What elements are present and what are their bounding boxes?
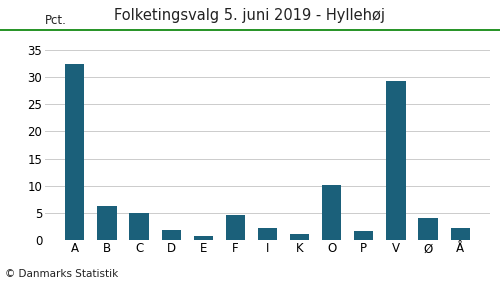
Text: © Danmarks Statistik: © Danmarks Statistik bbox=[5, 269, 118, 279]
Bar bbox=[130, 213, 148, 240]
Bar bbox=[354, 230, 374, 240]
Bar bbox=[450, 228, 470, 240]
Bar bbox=[98, 206, 116, 240]
Text: Folketingsvalg 5. juni 2019 - Hyllehøj: Folketingsvalg 5. juni 2019 - Hyllehøj bbox=[114, 8, 386, 23]
Bar bbox=[386, 81, 406, 240]
Bar bbox=[290, 234, 309, 240]
Bar bbox=[322, 184, 342, 240]
Bar bbox=[65, 64, 84, 240]
Bar bbox=[258, 228, 277, 240]
Bar bbox=[194, 236, 213, 240]
Bar bbox=[226, 215, 245, 240]
Bar bbox=[418, 218, 438, 240]
Bar bbox=[162, 230, 181, 240]
Text: Pct.: Pct. bbox=[45, 14, 67, 27]
